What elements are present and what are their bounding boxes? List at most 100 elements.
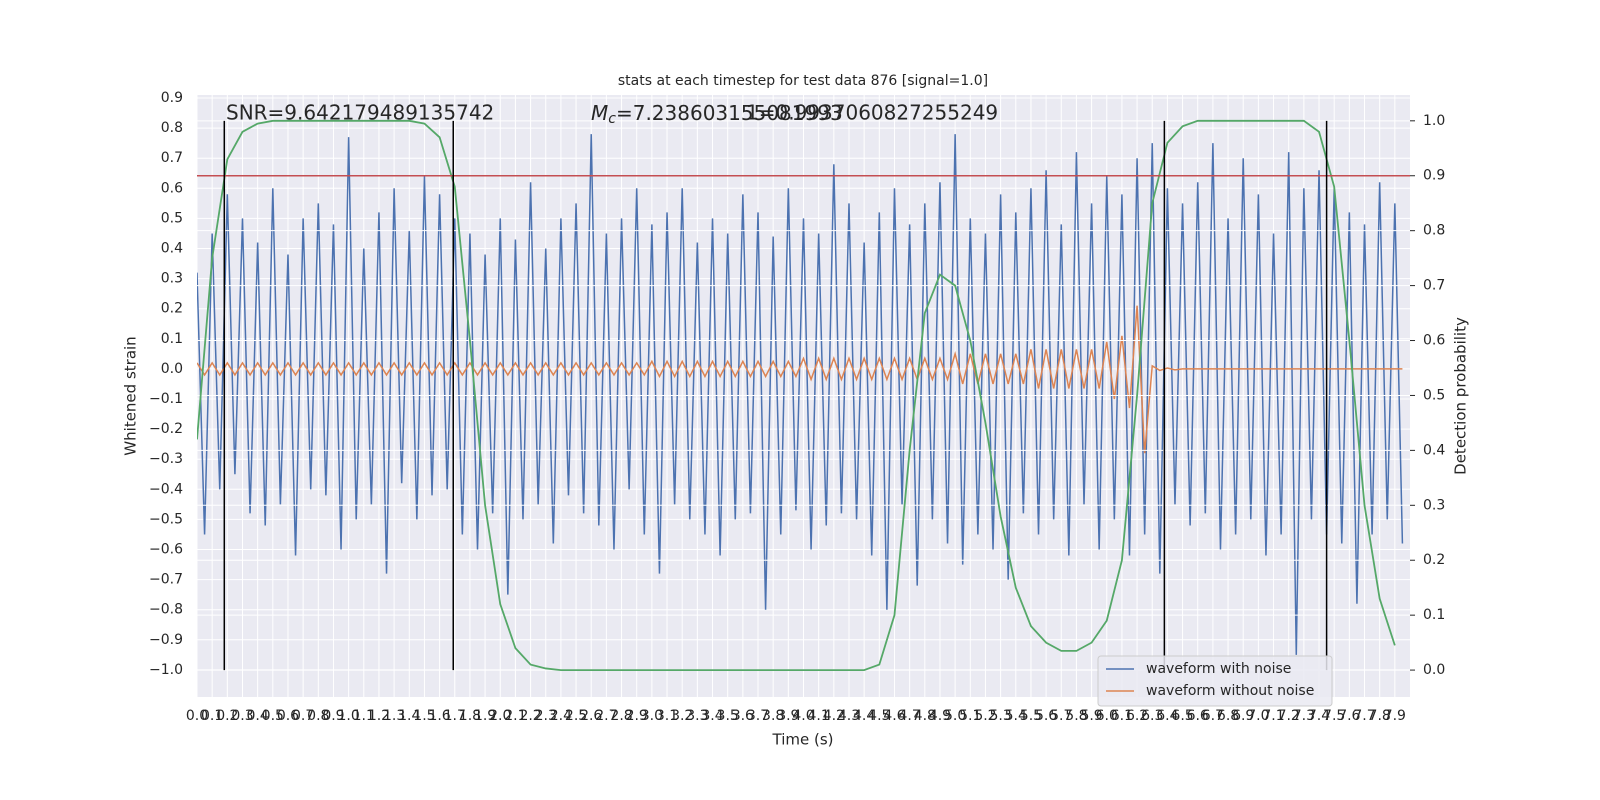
x-tick-label: 6.7 xyxy=(1202,708,1224,724)
legend: waveform with noise waveform without nois… xyxy=(1097,655,1333,707)
x-tick-label: 5.2 xyxy=(974,708,996,724)
y2-tick-label: 0.1 xyxy=(1423,607,1445,623)
y-tick-label: 0.3 xyxy=(161,271,183,287)
x-tick-label: 0.7 xyxy=(292,708,314,724)
x-tick-label: 2.9 xyxy=(626,708,648,724)
x-tick-label: 2.2 xyxy=(519,708,541,724)
x-tick-label: 3.6 xyxy=(732,708,754,724)
x-tick-label: 3.7 xyxy=(747,708,769,724)
y-axis-label: Whitened strain xyxy=(122,336,140,455)
x-tick-label: 6.6 xyxy=(1187,708,1209,724)
x-tick-label: 7.9 xyxy=(1384,708,1406,724)
y-tick-label: −0.4 xyxy=(149,481,183,497)
y-tick-label: −0.8 xyxy=(149,602,183,618)
y2-tick-label: 0.8 xyxy=(1423,223,1445,239)
x-tick-label: 1.7 xyxy=(444,708,466,724)
x-tick-label: 2.8 xyxy=(610,708,632,724)
x-tick-label: 1.3 xyxy=(383,708,405,724)
x-tick-label: 4.5 xyxy=(868,708,890,724)
x-tick-label: 5.4 xyxy=(1005,708,1027,724)
x-tick-label: 7.0 xyxy=(1247,708,1269,724)
x-tick-label: 6.8 xyxy=(1217,708,1239,724)
chart-title: stats at each timestep for test data 876… xyxy=(618,73,988,89)
x-tick-label: 1.5 xyxy=(413,708,435,724)
waveform-line xyxy=(197,305,1403,454)
x-tick-label: 4.2 xyxy=(823,708,845,724)
x-tick-label: 7.2 xyxy=(1278,708,1300,724)
x-tick-label: 1.2 xyxy=(368,708,390,724)
y-tick-label: 0.9 xyxy=(161,90,183,106)
x-tick-label: 4.3 xyxy=(838,708,860,724)
annotation-subscript: c xyxy=(608,111,616,127)
x-tick-label: 3.2 xyxy=(671,708,693,724)
y2-tick-label: 0.3 xyxy=(1423,497,1445,513)
x-tick-label: 4.1 xyxy=(808,708,830,724)
x-tick-label: 3.3 xyxy=(686,708,708,724)
y2-tick-label: 1.0 xyxy=(1423,113,1445,129)
x-tick-label: 5.6 xyxy=(1035,708,1057,724)
x-tick-label: 0.2 xyxy=(216,708,238,724)
x-tick-label: 3.4 xyxy=(701,708,723,724)
x-tick-label: 2.4 xyxy=(550,708,572,724)
x-tick-label: 5.5 xyxy=(1020,708,1042,724)
x-tick-label: 2.7 xyxy=(595,708,617,724)
x-tick-label: 0.6 xyxy=(277,708,299,724)
x-tick-label: 5.3 xyxy=(989,708,1011,724)
y-tick-label: 0.7 xyxy=(161,150,183,166)
y-tick-label: 0.4 xyxy=(161,241,183,257)
x-tick-label: 6.0 xyxy=(1096,708,1118,724)
y2-tick-label: 0.0 xyxy=(1423,662,1445,678)
plot-layer xyxy=(197,95,1410,697)
y-tick-label: −0.3 xyxy=(149,451,183,467)
y-tick-label: −0.2 xyxy=(149,421,183,437)
y-tick-label: −1.0 xyxy=(149,662,183,678)
x-tick-label: 7.5 xyxy=(1323,708,1345,724)
x-tick-label: 7.7 xyxy=(1353,708,1375,724)
y2-tick-label: 0.7 xyxy=(1423,278,1445,294)
x-tick-label: 6.9 xyxy=(1232,708,1254,724)
y-tick-label: 0.6 xyxy=(161,180,183,196)
x-tick-label: 2.6 xyxy=(580,708,602,724)
x-tick-label: 4.8 xyxy=(914,708,936,724)
x-tick-label: 1.9 xyxy=(474,708,496,724)
x-tick-label: 5.8 xyxy=(1065,708,1087,724)
x-tick-label: 3.9 xyxy=(777,708,799,724)
x-tick-label: 0.3 xyxy=(231,708,253,724)
x-tick-label: 0.4 xyxy=(247,708,269,724)
x-tick-label: 4.9 xyxy=(929,708,951,724)
x-tick-label: 1.0 xyxy=(337,708,359,724)
x-tick-label: 3.1 xyxy=(656,708,678,724)
x-tick-label: 1.8 xyxy=(459,708,481,724)
y2-tick-label: 0.9 xyxy=(1423,168,1445,184)
annotation-symbol: M xyxy=(591,101,608,125)
x-tick-label: 7.6 xyxy=(1338,708,1360,724)
legend-box xyxy=(1097,655,1333,707)
x-tick-label: 7.1 xyxy=(1262,708,1284,724)
y2-axis-label: Detection probability xyxy=(1452,317,1470,475)
x-tick-label: 2.5 xyxy=(565,708,587,724)
x-tick-label: 5.9 xyxy=(1080,708,1102,724)
waveform-line xyxy=(197,134,1404,655)
x-tick-label: 0.0 xyxy=(186,708,208,724)
x-tick-label: 4.6 xyxy=(883,708,905,724)
x-tick-label: 3.5 xyxy=(717,708,739,724)
annotation: 1=0.9937060827255249 xyxy=(746,101,998,125)
x-tick-label: 4.4 xyxy=(853,708,875,724)
x-tick-label: 1.4 xyxy=(398,708,420,724)
annotation-text: =7.238603155081993 xyxy=(616,101,843,125)
x-tick-label: 1.6 xyxy=(428,708,450,724)
x-tick-label: 7.3 xyxy=(1293,708,1315,724)
x-tick-label: 4.7 xyxy=(899,708,921,724)
y-tick-label: −0.5 xyxy=(149,511,183,527)
legend-label: waveform without noise xyxy=(1146,683,1314,699)
x-tick-label: 0.5 xyxy=(262,708,284,724)
y-tick-label: −0.6 xyxy=(149,542,183,558)
x-tick-label: 7.8 xyxy=(1369,708,1391,724)
x-tick-label: 6.2 xyxy=(1126,708,1148,724)
y2-tick-label: 0.2 xyxy=(1423,552,1445,568)
x-tick-label: 1.1 xyxy=(353,708,375,724)
y-tick-label: 0.5 xyxy=(161,210,183,226)
x-tick-label: 2.3 xyxy=(535,708,557,724)
x-tick-label: 5.1 xyxy=(959,708,981,724)
